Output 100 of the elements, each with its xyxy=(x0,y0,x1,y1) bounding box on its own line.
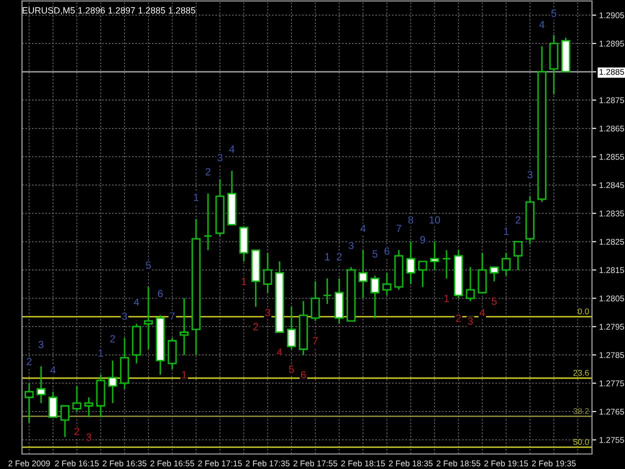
annotation: 3 xyxy=(38,340,44,348)
annotation: 1 xyxy=(444,294,449,302)
y-tick-label: 1.2805 xyxy=(600,295,624,302)
annotation: 1 xyxy=(325,253,330,260)
x-tick-label: 2 Feb 18:35 xyxy=(388,460,433,466)
annotation: 50.0 xyxy=(573,438,589,445)
candlestick xyxy=(108,360,118,404)
candlestick xyxy=(490,266,499,282)
x-tick-label: 2 Feb 19:35 xyxy=(532,460,576,466)
annotation: 4 xyxy=(276,348,282,356)
annotation: 4 xyxy=(360,224,366,232)
y-tick-label: 1.2785 xyxy=(600,352,624,358)
x-tick-label: 2 Feb 16:55 xyxy=(150,460,194,466)
y-tick-label: 1.2855 xyxy=(600,154,624,160)
y-tick-label: 1.2775 xyxy=(600,380,624,386)
annotation: 8 xyxy=(408,216,414,224)
x-tick-label: 2 Feb 16:35 xyxy=(102,460,146,466)
annotation: 2 xyxy=(253,323,258,330)
candlestick xyxy=(168,337,177,370)
annotation: 5 xyxy=(492,298,497,305)
annotation: 2 xyxy=(74,428,80,436)
annotation: 1 xyxy=(242,278,246,285)
candlestick xyxy=(60,405,70,438)
annotation: 2 xyxy=(206,168,210,176)
annotation: 2 xyxy=(110,335,115,342)
candlestick xyxy=(514,240,523,271)
y-tick-label: 1.2895 xyxy=(600,40,624,47)
x-tick-label: 2 Feb 16:15 xyxy=(55,460,99,466)
candlestick xyxy=(322,278,332,305)
annotation: 4 xyxy=(480,308,485,316)
annotation: 2 xyxy=(516,216,520,224)
annotation: 3 xyxy=(348,242,354,250)
candlestick xyxy=(263,252,272,294)
candlestick xyxy=(466,266,475,302)
annotation: 7 xyxy=(396,224,402,232)
annotation: 9 xyxy=(420,236,426,244)
y-tick-label: 1.2905 xyxy=(600,12,624,18)
y-tick-label: 1.2795 xyxy=(600,324,624,330)
annotation: 4 xyxy=(134,298,140,306)
x-tick-label: 2 Feb 19:15 xyxy=(484,460,528,466)
annotation: 6 xyxy=(301,371,306,379)
y-tick-label: 1.2825 xyxy=(600,238,624,245)
annotation: 3 xyxy=(468,317,473,325)
candlestick xyxy=(144,286,153,350)
candlestick xyxy=(478,252,487,294)
annotation: 23.6 xyxy=(573,370,589,376)
candlestick xyxy=(442,249,452,280)
x-tick-label: 2 Feb 17:55 xyxy=(294,460,338,466)
annotation: 10 xyxy=(430,216,440,224)
x-tick-label: 2 Feb 17:35 xyxy=(246,460,290,466)
annotation: 2 xyxy=(26,358,32,366)
annotation: 38.2 xyxy=(573,408,589,414)
candlestick xyxy=(370,274,380,319)
candlestick xyxy=(286,306,296,350)
annotation: 3 xyxy=(527,170,532,178)
annotation: 5 xyxy=(289,366,294,373)
annotation: 2 xyxy=(336,253,342,260)
candlestick xyxy=(36,366,46,404)
annotation: 4 xyxy=(539,20,545,28)
y-tick-label: 1.2765 xyxy=(600,408,624,415)
x-tick-label: 2 Feb 18:15 xyxy=(341,460,385,466)
annotation: 7 xyxy=(312,337,318,344)
x-tick-label: 2 Feb 2009 xyxy=(8,460,50,466)
candlestick xyxy=(310,280,320,322)
candlestick xyxy=(180,298,189,356)
candlestick xyxy=(84,396,94,418)
annotation: 4 xyxy=(50,366,56,374)
candlestick xyxy=(72,385,82,412)
candlestick xyxy=(24,382,34,424)
annotation: 3 xyxy=(265,308,270,316)
annotation: 5 xyxy=(551,10,556,17)
annotation: 1 xyxy=(504,228,509,235)
x-tick-label: 2 Feb 17:15 xyxy=(198,460,242,466)
y-tick-label: 1.2865 xyxy=(600,126,624,132)
candlestick xyxy=(48,391,58,418)
annotation: 3 xyxy=(217,154,222,162)
candlestick xyxy=(430,240,440,271)
candlestick xyxy=(358,249,368,299)
y-tick-label: 1.2885 xyxy=(600,68,624,75)
y-tick-label: 1.2815 xyxy=(600,267,624,274)
annotation: 3 xyxy=(86,433,92,441)
annotation: 1 xyxy=(182,371,187,378)
annotation: 5 xyxy=(146,262,151,269)
candlestick xyxy=(204,192,213,251)
candlestick xyxy=(406,240,416,285)
annotation: 6 xyxy=(158,290,163,298)
annotation: 2 xyxy=(456,314,461,322)
annotation: 4 xyxy=(229,146,234,153)
y-tick-label: 1.2845 xyxy=(600,182,624,188)
candlestick xyxy=(502,252,511,276)
annotation: 0.0 xyxy=(578,308,589,314)
candlestick xyxy=(382,272,392,296)
text: EURUSD,M5 1.2896 1.2897 1.2885 1.2885 xyxy=(22,7,196,15)
annotation: 7 xyxy=(170,312,175,320)
x-tick-label: 2 Feb 18:55 xyxy=(436,460,480,466)
candlestick xyxy=(418,260,428,288)
annotation: 5 xyxy=(372,250,378,258)
y-tick-label: 1.2835 xyxy=(600,210,624,216)
annotation: 3 xyxy=(122,312,127,320)
annotation: 1 xyxy=(194,194,198,201)
